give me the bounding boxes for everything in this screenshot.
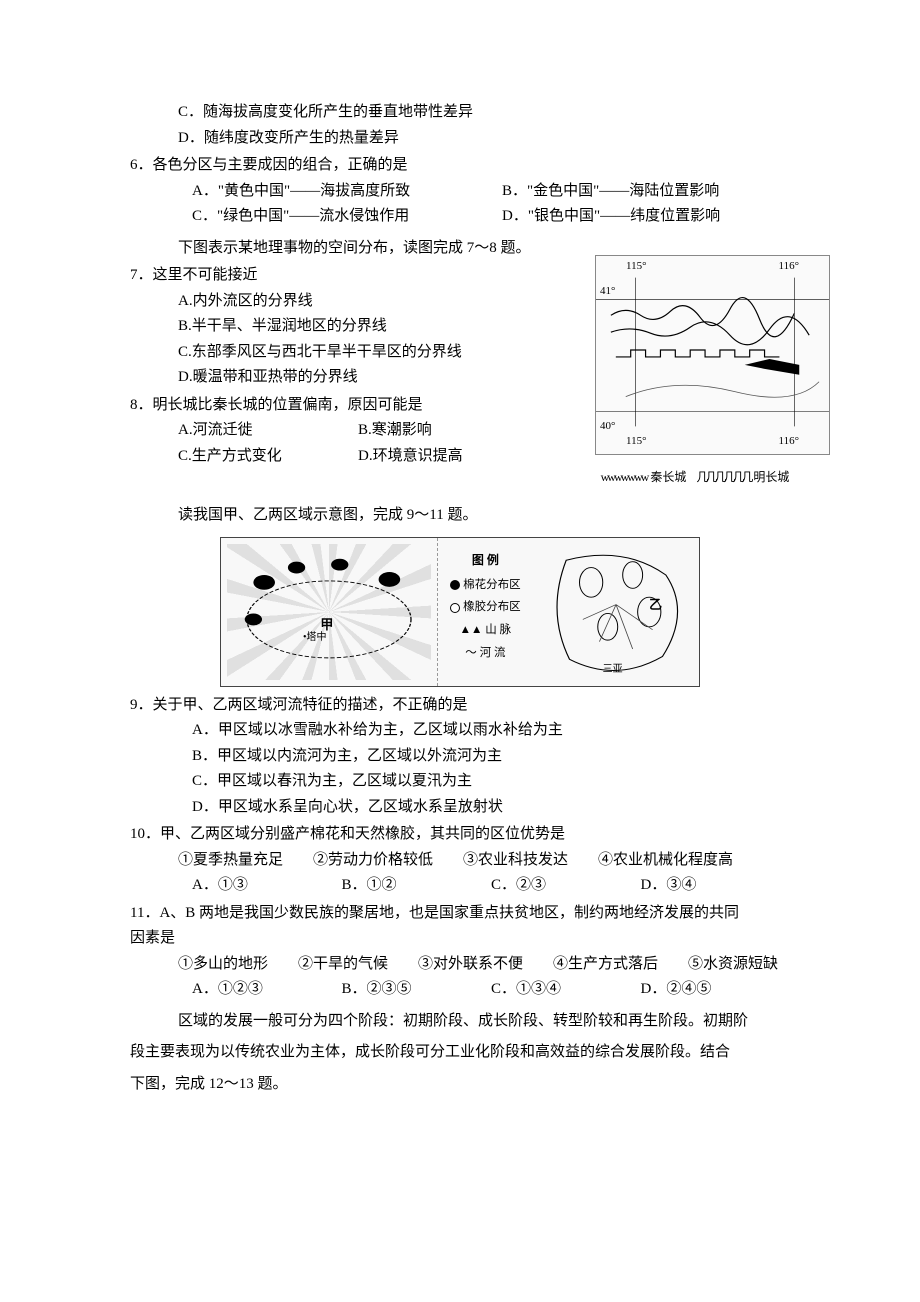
q5-option-d: D．随纬度改变所产生的热量差异 [130, 126, 790, 152]
q11-option-c: C．①③④ [491, 977, 641, 1003]
q6-option-c: C．"绿色中国"——流水侵蚀作用 [192, 204, 502, 230]
legend-cotton: 棉花分布区 [463, 579, 521, 591]
legend-qin: 秦长城 [650, 470, 686, 484]
intro-12-13-l3: 下图，完成 12～13 题。 [130, 1072, 790, 1098]
legend-river: 河 流 [480, 647, 506, 659]
q11-items: ①多山的地形 ②干旱的气候 ③对外联系不便 ④生产方式落后 ⑤水资源短缺 [130, 952, 790, 978]
figure-great-wall-map: 115° 116° 41° 40° 115° 116° [595, 255, 830, 455]
q6-option-a: A．"黄色中国"——海拔高度所致 [192, 179, 502, 205]
q11-option-a: A．①②③ [192, 977, 342, 1003]
legend-mountain: 山 脉 [485, 624, 511, 636]
q10-option-d: D．③④ [641, 873, 791, 899]
q9-option-b: B．甲区域以内流河为主，乙区域以外流河为主 [130, 744, 790, 770]
q11-stem-l2: 因素是 [130, 926, 790, 952]
q11-option-d: D．②④⑤ [641, 977, 791, 1003]
q10-option-a: A．①③ [192, 873, 342, 899]
q8-option-a: A.河流迁徙 [178, 418, 358, 444]
q10-option-c: C．②③ [491, 873, 641, 899]
q8-option-b: B.寒潮影响 [358, 418, 432, 444]
q8-option-d: D.环境意识提高 [358, 444, 463, 470]
intro-12-13-l1: 区域的发展一般可分为四个阶段：初期阶段、成长阶段、转型阶较和再生阶段。初期阶 [130, 1009, 790, 1035]
map-lon-115-top: 115° [626, 257, 647, 276]
figure-region-map: 甲 •塔中 图 例 棉花分布区 橡胶分布区 ▲▲ 山 脉 ～ 河 流 乙 三亚 [220, 537, 700, 687]
q6-stem: 6．各色分区与主要成因的组合，正确的是 [130, 153, 790, 179]
q9-option-c: C．甲区域以春汛为主，乙区域以夏汛为主 [130, 769, 790, 795]
map-lon-116-top: 116° [779, 257, 800, 276]
q5-option-c: C．随海拔高度变化所产生的垂直地带性差异 [130, 100, 790, 126]
legend-title: 图 例 [442, 550, 529, 570]
q10-option-b: B．①② [342, 873, 492, 899]
map-lon-115-bot: 115° [626, 432, 647, 451]
q8-option-c: C.生产方式变化 [178, 444, 358, 470]
legend-rubber: 橡胶分布区 [463, 601, 521, 613]
region-yi-label: 乙 [649, 594, 662, 616]
map-lat-41: 41° [600, 282, 615, 301]
q9-option-d: D．甲区域水系呈向心状，乙区域水系呈放射状 [130, 795, 790, 821]
map-sketch [596, 277, 829, 427]
q9-stem: 9．关于甲、乙两区域河流特征的描述，不正确的是 [130, 693, 790, 719]
q10-stem: 10．甲、乙两区域分别盛产棉花和天然橡胶，其共同的区位优势是 [130, 822, 790, 848]
q11-option-b: B．②③⑤ [342, 977, 492, 1003]
q11-stem-l1: 11．A、B 两地是我国少数民族的聚居地，也是国家重点扶贫地区，制约两地经济发展… [130, 901, 790, 927]
intro-12-13-l2: 段主要表现为以传统农业为主体，成长阶段可分工业化阶段和高效益的综合发展阶段。结合 [130, 1040, 790, 1066]
q6-option-b: B．"金色中国"——海陆位置影响 [502, 179, 782, 205]
ming-symbol: 几几几几几几 [696, 470, 750, 484]
legend-ming: 明长城 [753, 470, 789, 484]
q9-option-a: A．甲区域以冰雪融水补给为主，乙区域以雨水补给为主 [130, 718, 790, 744]
map-lon-116-bot: 116° [779, 432, 800, 451]
qin-symbol: wwwwwww [601, 470, 648, 484]
intro-9-11: 读我国甲、乙两区域示意图，完成 9～11 题。 [130, 503, 790, 529]
q10-items: ①夏季热量充足 ②劳动力价格较低 ③农业科技发达 ④农业机械化程度高 [130, 848, 790, 874]
place-sanya: 三亚 [603, 661, 623, 678]
q6-option-d: D．"银色中国"——纬度位置影响 [502, 204, 782, 230]
